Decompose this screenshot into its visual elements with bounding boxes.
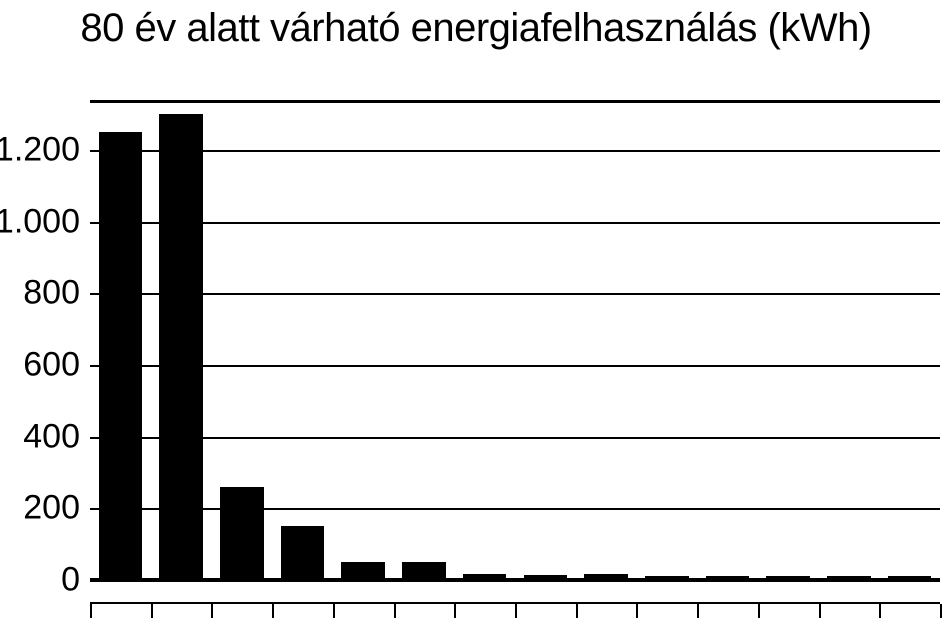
x-tick [454,604,456,618]
x-tick [758,604,760,618]
x-tick [819,604,821,618]
x-tick [515,604,517,618]
y-tick-label: 0 [61,561,90,600]
energy-chart: 80 év alatt várható energiafelhasználás … [0,0,952,638]
bar [159,114,203,580]
bars-container [90,100,940,580]
x-tick [333,604,335,618]
plot-baseline [90,578,940,580]
x-tick [394,604,396,618]
x-tick [211,604,213,618]
x-tick [697,604,699,618]
y-tick-label: 200 [23,489,90,528]
bar [99,132,143,580]
y-tick-label: 1.000 [0,202,90,241]
gridline [90,580,940,582]
x-tick [879,604,881,618]
x-tick [636,604,638,618]
bar [281,526,325,580]
x-tick [576,604,578,618]
chart-title: 80 év alatt várható energiafelhasználás … [0,6,952,51]
y-tick-label: 800 [23,274,90,313]
plot-area: 02004006008001.0001.200 [90,100,940,580]
x-tick [90,604,92,618]
y-tick-label: 1.200 [0,131,90,170]
x-axis [90,602,940,604]
x-tick [151,604,153,618]
x-tick [940,604,942,618]
y-tick-label: 400 [23,417,90,456]
y-tick-label: 600 [23,346,90,385]
x-tick [272,604,274,618]
bar [220,487,264,580]
